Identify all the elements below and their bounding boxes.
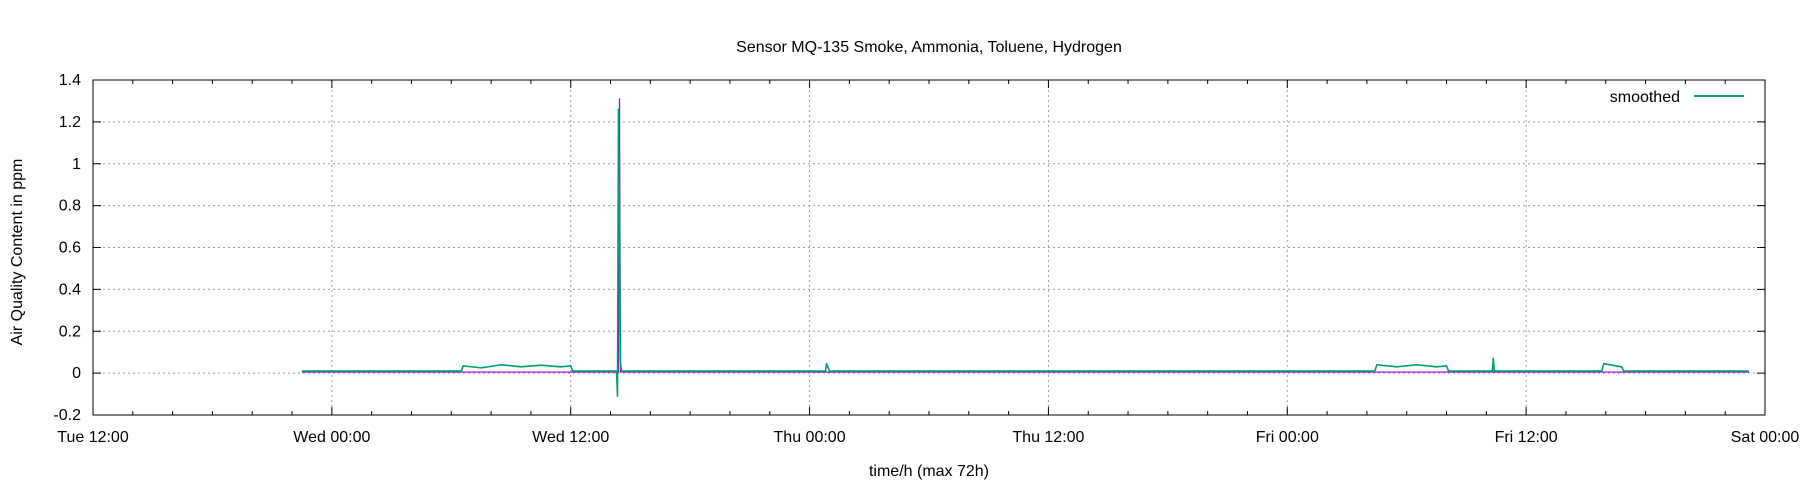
x-tick-label: Tue 12:00 xyxy=(57,429,129,446)
y-axis-title: Air Quality Content in ppm xyxy=(9,159,26,346)
grid xyxy=(93,80,1765,415)
series-line-smoothed xyxy=(302,108,1750,397)
chart-title: Sensor MQ-135 Smoke, Ammonia, Toluene, H… xyxy=(736,39,1122,56)
legend-label-smoothed: smoothed xyxy=(1610,89,1680,106)
series-layer xyxy=(302,98,1750,397)
y-tick-label: 0.8 xyxy=(59,198,81,215)
y-tick-label: 0 xyxy=(72,365,81,382)
y-tick-label: 0.2 xyxy=(59,323,81,340)
x-tick-label: Wed 12:00 xyxy=(532,429,609,446)
x-tick-label: Thu 12:00 xyxy=(1012,429,1084,446)
y-tick-label: 1 xyxy=(72,156,81,173)
y-tick-label: 1.4 xyxy=(59,72,81,89)
x-tick-label: Wed 00:00 xyxy=(293,429,370,446)
y-tick-label: 0.6 xyxy=(59,240,81,257)
x-axis-title: time/h (max 72h) xyxy=(869,463,989,480)
y-tick-label: 1.2 xyxy=(59,114,81,131)
x-tick-label: Thu 00:00 xyxy=(774,429,846,446)
x-tick-label: Fri 12:00 xyxy=(1495,429,1558,446)
legend: smoothed xyxy=(1610,89,1744,106)
y-tick-label: -0.2 xyxy=(53,407,81,424)
series-line-raw xyxy=(302,98,1750,373)
x-tick-label: Sat 00:00 xyxy=(1731,429,1800,446)
x-tick-label: Fri 00:00 xyxy=(1256,429,1319,446)
tick-labels: -0.2 0 0.2 0.4 0.6 0.8 1 1.2 1.4 Tue 12:00 Wed 00:… xyxy=(53,72,1799,446)
ticks xyxy=(92,79,1766,416)
y-tick-label: 0.4 xyxy=(59,281,81,298)
